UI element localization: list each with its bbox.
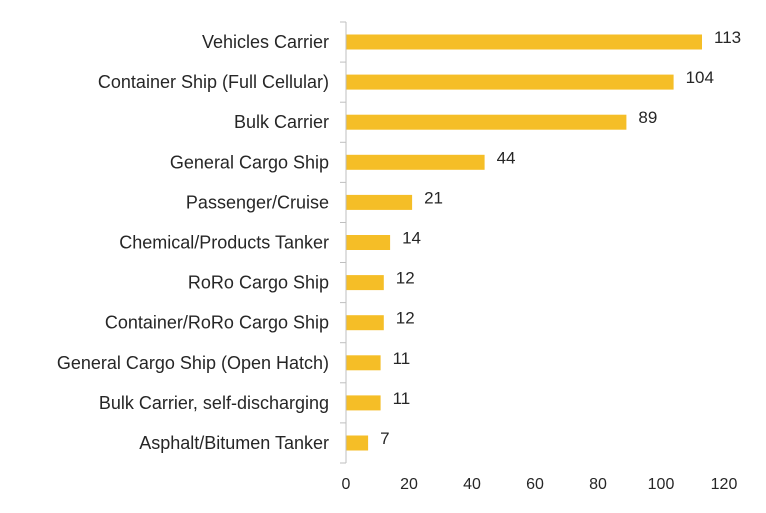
x-tick-label: 20 [400, 476, 418, 493]
data-label: 113 [714, 28, 741, 47]
x-tick-label: 40 [463, 476, 481, 493]
bar-asphalt-bitumen-tanker [346, 435, 369, 451]
category-label: Passenger/Cruise [186, 192, 329, 212]
data-label: 7 [380, 429, 389, 448]
data-label: 11 [393, 349, 411, 368]
category-label: General Cargo Ship (Open Hatch) [57, 353, 329, 373]
bar-container-ship-full-cellular [346, 74, 674, 90]
category-label: General Cargo Ship [170, 152, 329, 172]
category-label: Bulk Carrier [234, 112, 329, 132]
axis-layer [340, 21, 347, 464]
data-label: 11 [393, 389, 411, 408]
x-tick-label: 100 [648, 476, 675, 493]
category-label: Asphalt/Bitumen Tanker [139, 433, 329, 453]
bar-chemical-products-tanker [346, 235, 391, 250]
category-label: Vehicles Carrier [202, 32, 329, 52]
data-label: 104 [686, 68, 714, 87]
bar-container-roro-cargo-ship [346, 315, 384, 331]
category-label: Container/RoRo Cargo Ship [105, 313, 329, 333]
data-label: 44 [497, 148, 516, 167]
category-label: Chemical/Products Tanker [119, 233, 329, 253]
x-tick-label: 120 [711, 476, 738, 493]
x-tick-label: 60 [526, 476, 544, 493]
x-tick-label: 80 [589, 476, 607, 493]
data-label: 12 [396, 269, 415, 288]
bar-general-cargo-ship [346, 154, 485, 170]
x-tick-label: 0 [342, 476, 351, 493]
category-label: Bulk Carrier, self-discharging [99, 393, 329, 413]
data-label: 12 [396, 309, 415, 328]
data-label: 21 [424, 188, 443, 207]
bar-bulk-carrier [346, 114, 627, 130]
category-label: Container Ship (Full Cellular) [98, 72, 329, 92]
bar-general-cargo-ship-open-hatch [346, 355, 381, 371]
labels-layer: Vehicles Carrier 113 Container Ship (Full … [57, 28, 741, 493]
bars-layer [346, 34, 702, 451]
data-label: 14 [402, 229, 421, 248]
bar-roro-cargo-ship [346, 275, 384, 291]
bar-vehicles-carrier [346, 34, 702, 50]
bar-bulk-carrier-self-discharging [346, 395, 381, 411]
bar-passenger-cruise [346, 194, 413, 210]
category-label: RoRo Cargo Ship [188, 273, 329, 293]
data-label: 89 [638, 108, 657, 127]
